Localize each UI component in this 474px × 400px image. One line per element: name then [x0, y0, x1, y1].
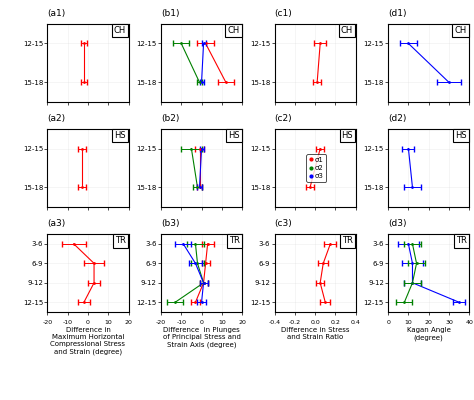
Text: (b1): (b1)	[161, 9, 180, 18]
X-axis label: Difference  in Plunges
of Principal Stress and
Strain Axis (degree): Difference in Plunges of Principal Stres…	[163, 328, 240, 348]
Text: (d3): (d3)	[388, 219, 407, 228]
Text: (a3): (a3)	[47, 219, 66, 228]
Text: (c2): (c2)	[274, 114, 292, 123]
Text: HS: HS	[455, 132, 467, 140]
Text: (b2): (b2)	[161, 114, 179, 123]
Text: (d1): (d1)	[388, 9, 407, 18]
Text: CH: CH	[455, 26, 467, 35]
Text: TR: TR	[342, 236, 353, 246]
X-axis label: Difference in Stress
and Strain Ratio: Difference in Stress and Strain Ratio	[281, 328, 349, 340]
Text: (a1): (a1)	[47, 9, 66, 18]
Text: HS: HS	[342, 132, 353, 140]
Text: TR: TR	[229, 236, 240, 246]
Text: CH: CH	[228, 26, 240, 35]
Text: (b3): (b3)	[161, 219, 180, 228]
Text: CH: CH	[114, 26, 126, 35]
Text: (c3): (c3)	[274, 219, 292, 228]
Text: (c1): (c1)	[274, 9, 292, 18]
X-axis label: Kagan Angle
(degree): Kagan Angle (degree)	[407, 328, 451, 341]
Legend: σ1, σ2, σ3: σ1, σ2, σ3	[306, 154, 327, 182]
X-axis label: Difference in
Maximum Horizontal
Compressional Stress
and Strain (degree): Difference in Maximum Horizontal Compres…	[50, 328, 126, 355]
Text: (d2): (d2)	[388, 114, 407, 123]
Text: HS: HS	[114, 132, 126, 140]
Text: HS: HS	[228, 132, 240, 140]
Text: CH: CH	[341, 26, 353, 35]
Text: TR: TR	[456, 236, 467, 246]
Text: TR: TR	[115, 236, 126, 246]
Text: (a2): (a2)	[47, 114, 65, 123]
